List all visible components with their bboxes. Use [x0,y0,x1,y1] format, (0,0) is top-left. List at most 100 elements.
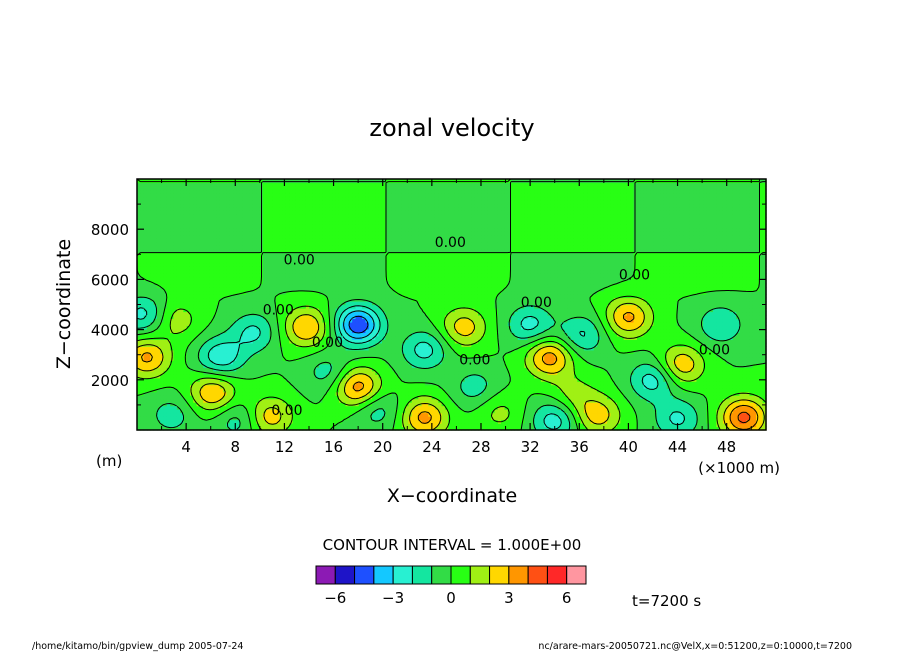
field-cell [170,196,175,201]
field-cell [199,283,204,288]
field-cell [140,266,145,271]
field-cell [150,196,155,201]
field-cell [219,273,224,278]
field-cell [206,412,211,417]
field-cell [213,353,218,358]
field-cell [242,381,247,386]
field-cell [193,405,198,410]
field-cell [189,356,194,361]
field-cell [233,398,237,403]
field-cell [196,234,201,239]
field-cell [180,262,184,267]
field-cell [160,266,165,271]
field-cell [236,206,241,211]
field-cell [193,210,198,215]
field-cell [183,349,188,354]
field-cell [163,367,168,372]
field-cell [226,353,231,358]
field-cell [209,409,214,414]
field-cell [206,325,211,330]
field-cell [246,311,251,316]
field-cell [166,234,171,239]
field-cell [206,287,211,292]
field-cell [176,391,181,396]
field-cell [137,297,141,302]
field-cell [203,388,208,393]
field-cell [226,213,231,218]
field-cell [137,203,141,208]
field-cell [146,328,151,333]
field-cell [176,203,181,208]
field-cell [163,182,168,187]
field-cell [242,185,247,191]
field-cell [196,314,201,320]
field-cell [203,203,208,208]
field-cell [150,370,155,375]
field-cell [153,370,158,375]
field-cell [153,416,158,421]
field-cell [216,182,221,187]
field-cell [173,346,178,351]
field-cell [180,325,184,330]
field-cell [176,388,181,393]
field-cell [140,192,145,198]
field-cell [150,335,155,340]
field-cell [186,273,191,278]
field-cell [156,280,161,285]
field-cell [143,370,148,375]
field-cell [233,339,237,344]
field-cell [143,321,148,327]
field-cell [216,192,221,198]
field-cell [219,224,224,229]
field-cell [246,307,251,313]
field-cell [160,370,165,375]
field-cell [189,252,194,257]
field-cell [156,388,161,393]
field-cell [166,332,171,337]
field-cell [186,335,191,340]
field-cell [150,287,155,292]
field-cell [203,384,208,389]
field-cell [163,426,168,431]
field-cell [140,255,145,260]
field-cell [213,283,218,288]
field-cell [166,325,171,330]
field-cell [233,311,237,316]
field-cell [216,210,221,215]
field-cell [146,241,151,246]
field-cell [156,227,161,232]
field-cell [213,325,218,330]
field-cell [156,339,161,344]
field-cell [183,231,188,236]
field-cell [140,342,145,347]
field-cell [189,307,194,313]
field-cell [216,360,221,365]
field-cell [150,395,155,400]
field-cell [146,409,151,414]
field-cell [137,241,141,246]
field-cell [137,182,141,187]
field-cell [239,335,244,340]
field-cell [196,189,201,194]
field-cell [143,363,148,368]
field-cell [213,203,218,208]
field-cell [137,363,141,368]
field-cell [219,349,224,354]
field-cell [216,311,221,316]
field-cell [146,220,151,225]
field-cell [203,199,208,205]
field-cell [163,360,168,365]
field-cell [199,294,204,299]
field-cell [156,318,161,323]
field-cell [196,398,201,403]
field-cell [160,395,165,400]
field-cell [163,227,168,232]
field-cell [226,217,231,222]
field-cell [196,196,201,201]
field-cell [153,252,158,257]
field-cell [239,234,244,239]
field-cell [189,304,194,309]
field-cell [223,412,227,417]
field-cell [160,377,165,382]
field-cell [219,314,224,320]
